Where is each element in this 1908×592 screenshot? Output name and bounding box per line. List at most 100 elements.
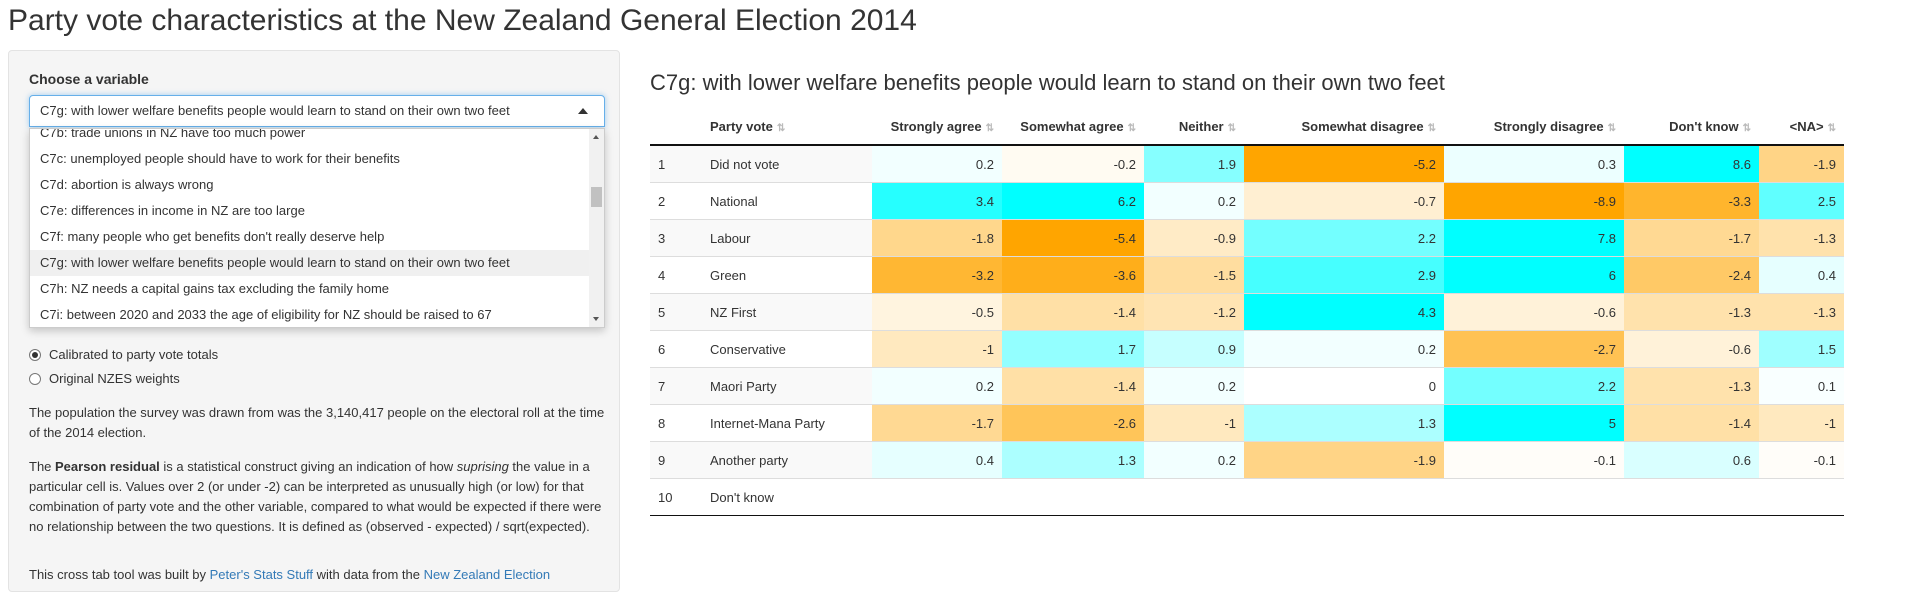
radio-unchecked-icon[interactable] (29, 372, 41, 385)
residual-cell: -1.3 (1759, 219, 1844, 257)
row-index: 3 (650, 219, 702, 257)
text-span: is a statistical construct giving an ind… (159, 459, 457, 474)
column-header[interactable]: Somewhat disagree ⇅ (1244, 108, 1444, 146)
residual-cell: 6 (1444, 256, 1624, 294)
residual-cell: -1.4 (1002, 293, 1144, 331)
residual-cell: -8.9 (1444, 182, 1624, 220)
scroll-up-icon[interactable] (593, 135, 599, 139)
dropdown-option[interactable]: C7g: with lower welfare benefits people … (30, 250, 590, 276)
residual-cell: -1.9 (1759, 144, 1844, 183)
residual-cell: -0.2 (1002, 144, 1144, 183)
sort-icon[interactable]: ⇅ (1427, 122, 1436, 134)
table-body: 1 Did not vote 0.2 -0.2 1.9 -5.2 0.3 8.6 -1.9 2 Na… (650, 144, 1844, 516)
residual-cell: -2.7 (1444, 330, 1624, 368)
dropdown-option[interactable]: C7h: NZ needs a capital gains tax exclud… (40, 281, 390, 296)
residual-cell: -0.9 (1144, 219, 1244, 257)
residual-cell: -0.1 (1759, 441, 1844, 479)
table-row: 3 Labour -1.8 -5.4 -0.9 2.2 7.8 -1.7 -1.3 (650, 219, 1844, 257)
column-header[interactable]: Don't know ⇅ (1624, 108, 1759, 146)
pearson-note: The Pearson residual is a statistical co… (29, 457, 609, 537)
column-header[interactable]: Strongly disagree ⇅ (1444, 108, 1624, 146)
residual-cell: 0.4 (1759, 256, 1844, 294)
weight-option-label: Calibrated to party vote totals (49, 347, 219, 362)
text-span: The (29, 459, 56, 474)
column-header[interactable]: Party vote ⇅ (702, 108, 872, 146)
dropdown-option[interactable]: C7e: differences in income in NZ are too… (40, 203, 305, 218)
residual-cell: 0.3 (1444, 144, 1624, 183)
residual-cell: 6.2 (1002, 182, 1144, 220)
residual-cell: -0.7 (1244, 182, 1444, 220)
scroll-down-icon[interactable] (593, 317, 599, 321)
dropdown-option[interactable]: C7b: trade unions in NZ have too much po… (40, 128, 306, 140)
column-header[interactable]: Strongly agree ⇅ (872, 108, 1002, 146)
party-name: Labour (702, 219, 872, 257)
text-span: with data from the (313, 567, 424, 582)
dropdown-option[interactable]: C7c: unemployed people should have to wo… (40, 151, 400, 166)
sort-icon[interactable]: ⇅ (1227, 122, 1236, 134)
sort-icon[interactable]: ⇅ (1742, 122, 1751, 134)
residual-cell (1444, 478, 1624, 516)
column-header-index (650, 108, 702, 146)
residual-cell: 3.4 (872, 182, 1002, 220)
column-header-label: Party vote (710, 118, 773, 134)
row-index: 9 (650, 441, 702, 479)
column-header[interactable]: <NA> ⇅ (1759, 108, 1844, 146)
table-row: 4 Green -3.2 -3.6 -1.5 2.9 6 -2.4 0.4 (650, 256, 1844, 294)
dropdown-scrollbar[interactable] (589, 129, 604, 327)
residual-cell: -2.4 (1624, 256, 1759, 294)
sidebar-panel: Choose a variable C7g: with lower welfar… (8, 50, 620, 592)
row-index: 2 (650, 182, 702, 220)
column-header-label: Don't know (1669, 118, 1739, 134)
residual-cell: 5 (1444, 404, 1624, 442)
party-name: National (702, 182, 872, 220)
nzes-link[interactable]: New Zealand Election (423, 567, 551, 582)
column-header-label: Somewhat disagree (1301, 118, 1424, 134)
residual-cell: 1.3 (1002, 441, 1144, 479)
table-row: 9 Another party 0.4 1.3 0.2 -1.9 -0.1 0.6 -0.1 (650, 441, 1844, 479)
row-index: 8 (650, 404, 702, 442)
residual-cell: -1.3 (1624, 367, 1759, 405)
residual-cell: -1.5 (1144, 256, 1244, 294)
residual-cell (1144, 478, 1244, 516)
residual-cell: 0.2 (1144, 441, 1244, 479)
residual-cell: -1.3 (1624, 293, 1759, 331)
residual-cell: 1.9 (1144, 144, 1244, 183)
text-span: the value in a particular cell is. Value… (29, 459, 602, 534)
residual-cell: 0.2 (872, 367, 1002, 405)
weight-option-original[interactable]: Original NZES weights (29, 371, 180, 386)
residual-cell: 1.5 (1759, 330, 1844, 368)
residual-cell: 1.3 (1244, 404, 1444, 442)
sort-icon[interactable]: ⇅ (985, 122, 994, 134)
residual-cell: -1.7 (1624, 219, 1759, 257)
residual-cell: 0.4 (872, 441, 1002, 479)
party-name: Maori Party (702, 367, 872, 405)
sort-icon[interactable]: ⇅ (1827, 122, 1836, 134)
dropdown-option[interactable]: C7d: abortion is always wrong (40, 177, 214, 192)
sort-icon[interactable]: ⇅ (1607, 122, 1616, 134)
column-header[interactable]: Somewhat agree ⇅ (1002, 108, 1144, 146)
residual-cell: 2.9 (1244, 256, 1444, 294)
party-name: Conservative (702, 330, 872, 368)
residual-cell (1624, 478, 1759, 516)
residual-cell: -5.4 (1002, 219, 1144, 257)
weight-option-calibrated[interactable]: Calibrated to party vote totals (29, 347, 218, 362)
sort-icon[interactable]: ⇅ (776, 122, 786, 134)
variable-select[interactable]: C7g: with lower welfare benefits people … (29, 95, 605, 127)
column-header[interactable]: Neither ⇅ (1144, 108, 1244, 146)
radio-checked-icon[interactable] (29, 348, 41, 361)
residual-cell: 0.6 (1624, 441, 1759, 479)
residual-cell: 0.2 (1144, 182, 1244, 220)
residual-cell: -1.2 (1144, 293, 1244, 331)
table-row: 6 Conservative -1 1.7 0.9 0.2 -2.7 -0.6 1.5 (650, 330, 1844, 368)
table-row: 1 Did not vote 0.2 -0.2 1.9 -5.2 0.3 8.6 -1.9 (650, 144, 1844, 183)
dropdown-option[interactable]: C7i: between 2020 and 2033 the age of el… (40, 307, 492, 322)
table-header-row: Party vote ⇅ Strongly agree ⇅ Somewhat agree… (650, 108, 1844, 146)
stats-stuff-link[interactable]: Peter's Stats Stuff (209, 567, 314, 582)
caret-up-icon[interactable] (578, 108, 588, 114)
residual-cell: -1 (872, 330, 1002, 368)
sort-icon[interactable]: ⇅ (1127, 122, 1136, 134)
scrollbar-thumb[interactable] (591, 187, 602, 207)
row-index: 5 (650, 293, 702, 331)
dropdown-option[interactable]: C7f: many people who get benefits don't … (40, 229, 385, 244)
residual-cell: -1.9 (1244, 441, 1444, 479)
